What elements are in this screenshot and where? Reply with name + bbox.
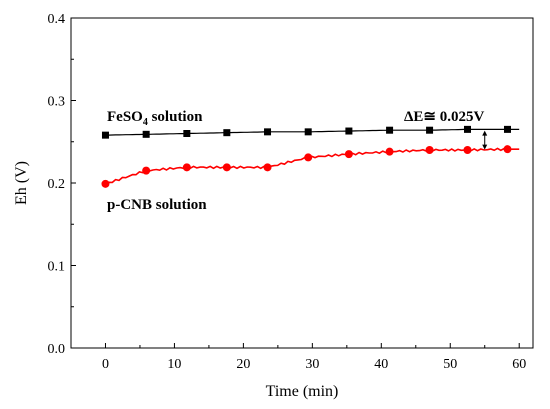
- delta-arrow-head-bottom: [482, 144, 488, 150]
- y-tick-label: 0.3: [48, 95, 66, 110]
- x-tick-label: 10: [167, 357, 181, 372]
- data-point: [426, 126, 434, 134]
- x-tick-label: 40: [374, 357, 388, 372]
- series-line: [105, 128, 520, 136]
- y-tick-label: 0.4: [48, 12, 66, 27]
- data-point: [386, 126, 394, 134]
- axis-ticks: 0 10 20 30 40 50 60 0.0 0.1 0.2 0.3 0.4: [48, 12, 527, 372]
- data-point: [101, 179, 110, 188]
- feso4-label-rest: solution: [148, 109, 203, 125]
- delta-arrow: [482, 130, 488, 150]
- data-point: [463, 125, 471, 133]
- x-tick-label: 60: [512, 357, 526, 372]
- data-point: [304, 128, 312, 136]
- x-tick-label: 50: [443, 357, 457, 372]
- data-point: [142, 130, 150, 138]
- data-point: [425, 146, 434, 154]
- data-point: [264, 128, 272, 136]
- data-point: [503, 125, 511, 133]
- data-point: [222, 163, 231, 172]
- data-point: [182, 163, 191, 172]
- data-point: [223, 129, 231, 137]
- data-point: [263, 163, 272, 172]
- series-lines: [105, 128, 520, 185]
- series-markers: [101, 125, 512, 188]
- x-tick-label: 30: [305, 357, 319, 372]
- x-tick-label: 0: [102, 357, 109, 372]
- feso4-series-label: FeSO4 solution: [107, 109, 203, 128]
- data-point: [142, 166, 151, 175]
- pcnb-series-label: p-CNB solution: [107, 197, 207, 213]
- y-axis-label: Eh (V): [13, 161, 30, 205]
- feso4-label-subscript: 4: [143, 117, 148, 128]
- y-tick-label: 0.2: [48, 177, 66, 192]
- data-point: [345, 127, 353, 135]
- x-axis-label: Time (min): [266, 383, 339, 400]
- y-tick-label: 0.1: [48, 260, 66, 275]
- plot-frame: [70, 17, 534, 349]
- feso4-label-main: FeSO: [107, 109, 143, 125]
- y-tick-label: 0.0: [48, 342, 66, 357]
- delta-e-label: ΔE≅ 0.025V: [404, 109, 484, 125]
- data-point: [503, 145, 512, 154]
- data-point: [385, 147, 394, 156]
- data-point: [101, 131, 109, 139]
- x-tick-label: 20: [236, 357, 250, 372]
- data-point: [304, 153, 313, 162]
- series-line: [105, 147, 520, 185]
- data-point: [463, 146, 472, 154]
- data-point: [344, 150, 353, 159]
- data-point: [183, 130, 191, 137]
- delta-arrow-head-top: [482, 130, 488, 136]
